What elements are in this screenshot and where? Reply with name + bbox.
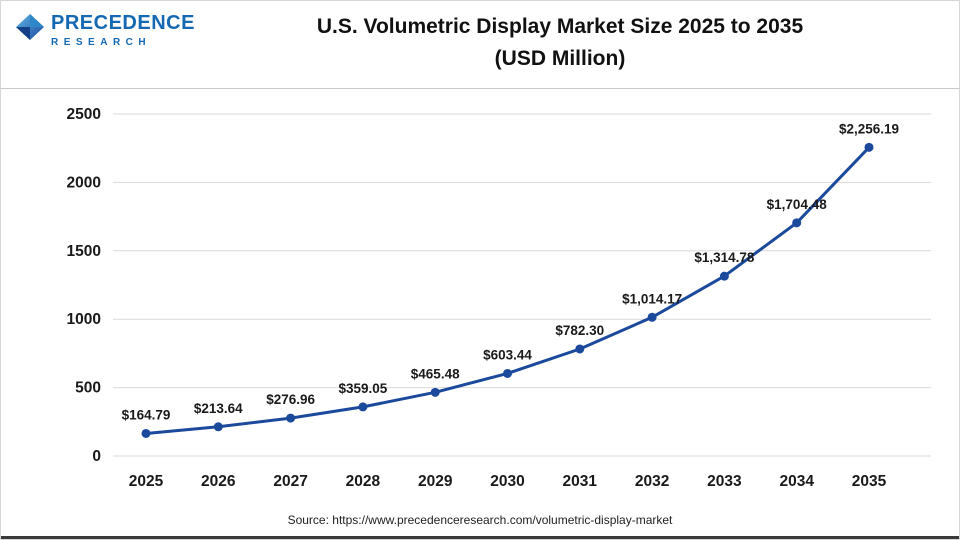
data-point-label: $1,014.17 xyxy=(622,291,682,306)
data-point-label: $213.64 xyxy=(194,401,243,416)
y-axis-tick-label: 1000 xyxy=(67,311,101,328)
data-point-label: $359.05 xyxy=(338,381,387,396)
y-axis-tick-label: 2500 xyxy=(67,106,101,123)
x-axis-tick-label: 2030 xyxy=(490,473,524,490)
data-point-label: $603.44 xyxy=(483,347,532,362)
logo-subname: RESEARCH xyxy=(51,37,152,48)
logo-name: PRECEDENCE xyxy=(51,12,195,34)
line-chart: 0 500 1000 1500 2000 2500 2025 2026 2027 2028 2029… xyxy=(67,106,931,490)
data-point-marker xyxy=(864,142,874,152)
data-point-marker xyxy=(575,344,585,354)
data-point-label: $782.30 xyxy=(555,323,604,338)
data-line xyxy=(144,145,871,435)
data-point-marker xyxy=(430,387,440,397)
chart-title-line1: U.S. Volumetric Display Market Size 2025… xyxy=(316,15,804,38)
y-axis-tick-label: 1500 xyxy=(67,243,101,260)
x-axis-tick-label: 2028 xyxy=(346,473,381,490)
data-point-marker xyxy=(141,428,151,438)
data-point-marker xyxy=(647,312,657,322)
y-axis-tick-label: 500 xyxy=(75,380,101,397)
x-axis-tick-label: 2029 xyxy=(418,473,453,490)
precedence-logo: PRECEDENCE RESEARCH xyxy=(15,13,195,50)
x-axis-tick-label: 2027 xyxy=(273,473,307,490)
x-axis-tick-label: 2032 xyxy=(635,473,669,490)
data-point-label: $2,256.19 xyxy=(839,121,899,136)
data-point-label: $1,704.48 xyxy=(767,197,828,212)
source-text: Source: https://www.precedenceresearch.c… xyxy=(287,513,673,527)
chart-title: U.S. Volumetric Display Market Size 2025… xyxy=(171,11,949,74)
y-axis-tick-label: 0 xyxy=(92,448,101,465)
chart-title-line2: (USD Million) xyxy=(494,46,626,70)
data-point-marker xyxy=(719,271,729,281)
data-point-label: $276.96 xyxy=(266,392,315,407)
data-point-marker xyxy=(213,422,223,432)
bottom-accent-bar xyxy=(1,536,959,539)
x-axis-tick-label: 2026 xyxy=(201,473,236,490)
x-axis-tick-label: 2025 xyxy=(129,473,164,490)
data-point-label: $164.79 xyxy=(122,407,171,422)
data-point-label: $1,314.78 xyxy=(694,250,755,265)
logo-text: PRECEDENCE RESEARCH xyxy=(51,13,195,48)
x-axis-tick-label: 2035 xyxy=(852,473,887,490)
data-point-marker xyxy=(358,402,368,412)
data-point-marker xyxy=(503,368,512,378)
x-axis-tick-label: 2031 xyxy=(563,473,598,490)
y-axis-tick-label: 2000 xyxy=(67,174,101,191)
precedence-logo-icon xyxy=(15,13,45,50)
header: PRECEDENCE RESEARCH U.S. Volumetric Disp… xyxy=(1,1,959,89)
data-point-marker xyxy=(792,218,802,228)
data-point-marker xyxy=(286,413,296,423)
x-axis-tick-label: 2034 xyxy=(779,473,814,490)
data-point-label: $465.48 xyxy=(411,366,460,381)
x-axis-tick-label: 2033 xyxy=(707,473,742,490)
